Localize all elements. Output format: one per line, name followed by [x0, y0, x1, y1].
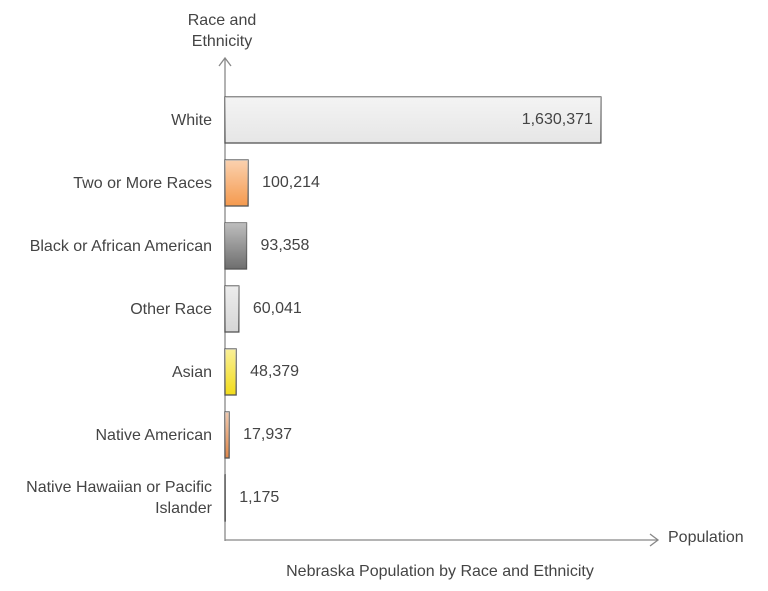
bar — [224, 222, 248, 270]
category-label: Native American — [95, 426, 213, 444]
value-label: 48,379 — [250, 363, 299, 380]
chart-title: Nebraska Population by Race and Ethnicit… — [286, 563, 594, 580]
category-label: White — [171, 111, 212, 129]
value-label: 93,358 — [261, 237, 310, 254]
y-axis-label: Race and Ethnicity — [187, 12, 257, 50]
x-axis — [225, 533, 660, 547]
bar — [224, 285, 240, 333]
value-label: 17,937 — [243, 426, 292, 443]
bar — [224, 348, 237, 396]
value-label: 1,175 — [239, 489, 279, 506]
category-label: Black or African American — [29, 237, 212, 255]
category-label: Other Race — [130, 300, 212, 318]
category-label: Two or More Races — [73, 174, 212, 192]
bar — [224, 411, 230, 459]
category-label: Native Hawaiian or Pacific Islander — [26, 479, 212, 517]
value-label: 60,041 — [253, 300, 302, 317]
bar — [224, 159, 249, 207]
x-axis-label: Population — [668, 529, 744, 546]
value-label: 100,214 — [262, 174, 320, 191]
category-label: Asian — [171, 363, 212, 381]
value-label: 1,630,371 — [522, 111, 593, 128]
